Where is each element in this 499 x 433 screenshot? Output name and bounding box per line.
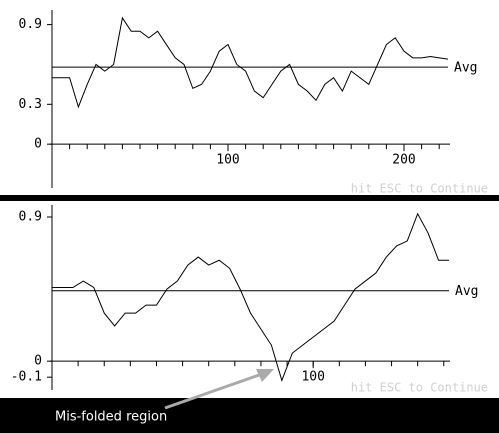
x-tick-label: 200 [392,153,415,168]
footer-bar [0,398,499,433]
prompt: hit ESC to Continue [351,182,488,196]
divider [0,195,499,201]
y-tick-label: 0.9 [19,210,42,225]
annotation-arrow [164,372,263,410]
y-tick-label: 0 [34,354,42,369]
data-line [52,16,449,109]
y-tick-label: 0.3 [19,97,42,112]
avg-label: Avg [455,284,478,299]
x-tick-label: 100 [301,370,324,385]
annotation: Mis-folded region [55,410,167,425]
y-tick-label: 0.9 [19,17,42,32]
y-tick-label: 0 [34,137,42,152]
prompt: hit ESC to Continue [351,381,488,395]
avg-label: Avg [454,61,477,76]
annotation-arrowhead [256,369,274,382]
x-tick-label: 100 [216,153,239,168]
y-tick-label: -0.1 [11,370,42,385]
data-line [52,212,449,382]
